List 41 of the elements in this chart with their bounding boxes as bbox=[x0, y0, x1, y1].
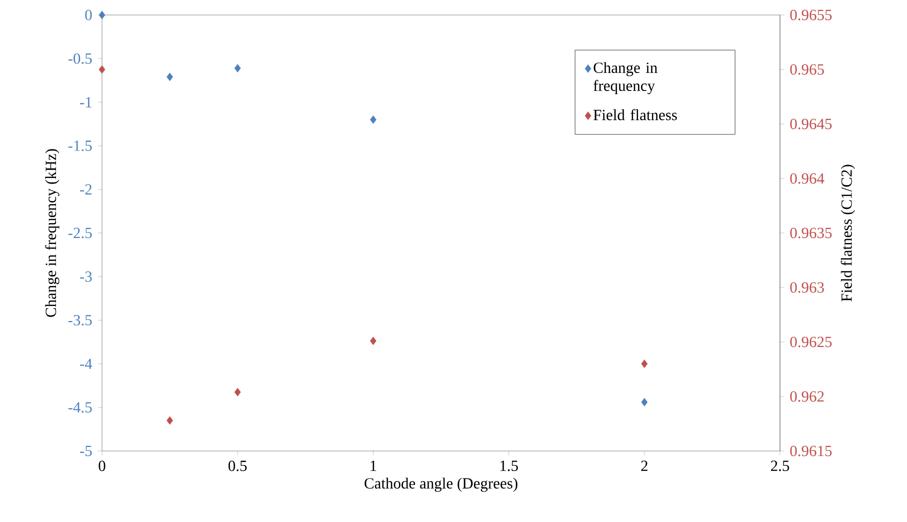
y-tick-label: -2 bbox=[80, 184, 92, 195]
point bbox=[641, 360, 648, 368]
y-axis-title: Change in frequency (kHz) bbox=[45, 149, 60, 317]
point bbox=[166, 72, 174, 82]
y2-tick-label: 0.9645 bbox=[790, 118, 832, 130]
x-tick-label: 1 bbox=[370, 460, 376, 471]
x-tick-label: 2.5 bbox=[770, 460, 790, 472]
point bbox=[234, 64, 241, 72]
legend-label: Change in frequency bbox=[594, 62, 658, 94]
y-tick-label: -3 bbox=[80, 271, 92, 282]
y-tick-label: -3.5 bbox=[68, 314, 92, 326]
x-axis-title: Cathode angle (Degrees) bbox=[364, 478, 518, 492]
y-tick-label: -1.5 bbox=[68, 140, 92, 152]
y-tick-label: -5 bbox=[80, 446, 92, 456]
point bbox=[234, 388, 241, 396]
point bbox=[370, 336, 376, 346]
y2-tick-label: 0.965 bbox=[790, 64, 824, 75]
y-tick-label: -4 bbox=[80, 358, 92, 369]
point bbox=[641, 398, 648, 406]
y-tick-label: -0.5 bbox=[68, 53, 92, 64]
point bbox=[370, 115, 376, 124]
y2-tick-label: 0.962 bbox=[790, 391, 824, 402]
point bbox=[98, 65, 106, 74]
y2-tick-label: 0.9625 bbox=[790, 336, 832, 348]
x-tick-label: 2 bbox=[641, 460, 648, 471]
x-tick-label: 1.5 bbox=[500, 460, 518, 472]
point bbox=[98, 10, 106, 20]
y-tick-label: -2.5 bbox=[68, 228, 92, 238]
y-tick-label: 0 bbox=[85, 10, 92, 20]
y2-tick-label: 0.9655 bbox=[790, 10, 832, 20]
x-tick-label: 0 bbox=[98, 460, 106, 472]
y2-tick-label: 0.964 bbox=[790, 173, 824, 184]
point bbox=[166, 416, 174, 425]
y2-tick-label: 0.9615 bbox=[790, 446, 832, 456]
y2-tick-label: 0.9635 bbox=[790, 228, 832, 238]
y-tick-label: -1 bbox=[80, 97, 92, 108]
y-tick-label: -4.5 bbox=[68, 402, 92, 413]
y2-axis-title: Field flatness (C1/C2) bbox=[840, 164, 856, 302]
x-tick-label: 0.5 bbox=[228, 460, 247, 472]
y2-tick-label: 0.963 bbox=[790, 282, 824, 293]
legend-label: Field flatness bbox=[594, 109, 677, 120]
